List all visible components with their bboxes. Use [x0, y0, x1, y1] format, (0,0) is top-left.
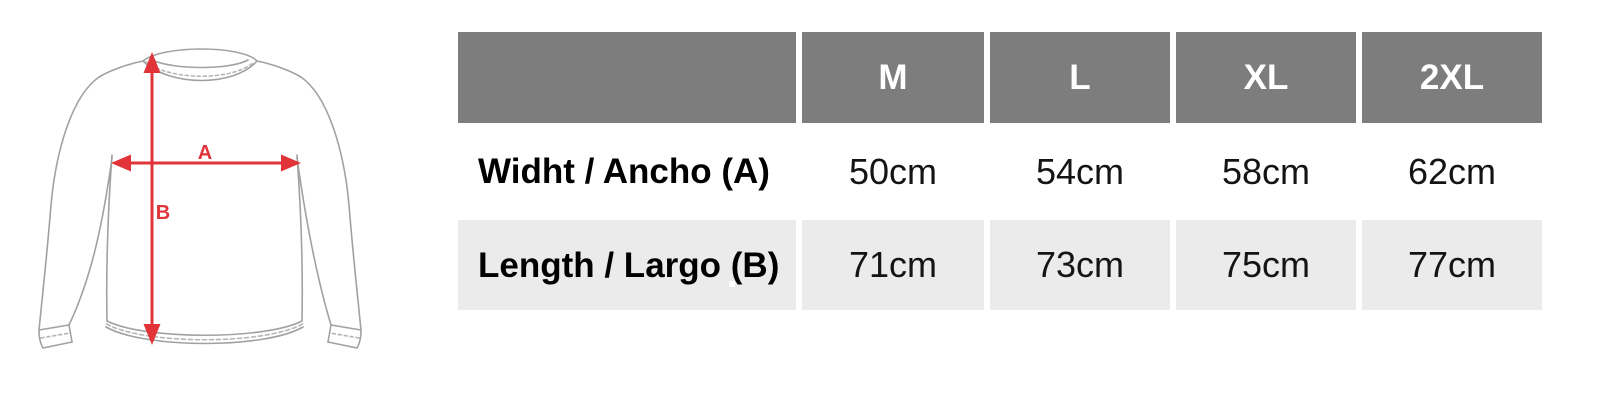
- width-value-m: 50cm: [848, 150, 938, 192]
- length-row-label: Length / Largo (B): [458, 220, 796, 310]
- length-value-m: 71cm: [802, 220, 984, 310]
- right-sleeve: [296, 76, 362, 349]
- body: [105, 154, 304, 345]
- arrow-down-icon: [143, 324, 161, 345]
- right-shoulder: [256, 60, 302, 78]
- arrow-left-icon: [111, 154, 131, 172]
- length-value-2xl: 77cm: [1362, 220, 1542, 310]
- arrow-up-icon: [143, 52, 161, 73]
- length-value-xl: 75cm: [1176, 220, 1356, 310]
- length-arrow: [143, 52, 161, 345]
- shirt-outline: [38, 48, 362, 349]
- width-value-2xl: 62cm: [1407, 150, 1497, 192]
- arrow-right-icon: [281, 154, 301, 172]
- collar: [142, 48, 258, 82]
- left-shoulder: [98, 60, 144, 78]
- length-label: B: [156, 202, 170, 224]
- shirt-diagram: A B: [38, 48, 362, 349]
- width-label: A: [198, 142, 212, 164]
- size-header-xl: XL: [1176, 32, 1356, 123]
- stray-white-dot: [729, 281, 735, 287]
- size-header-l: L: [990, 32, 1170, 123]
- table-corner-cell: [458, 32, 796, 123]
- left-sleeve: [38, 76, 113, 349]
- width-value-xl: 58cm: [1221, 150, 1311, 192]
- length-value-l: 73cm: [990, 220, 1170, 310]
- width-row-label: Widht / Ancho (A): [478, 152, 770, 191]
- size-table: M L XL 2XL Widht / Ancho (A) 50cm 54cm 5…: [458, 32, 1542, 310]
- size-header-2xl: 2XL: [1362, 32, 1542, 123]
- size-header-m: M: [802, 32, 984, 123]
- width-arrow: [111, 154, 301, 172]
- width-value-l: 54cm: [1035, 150, 1125, 192]
